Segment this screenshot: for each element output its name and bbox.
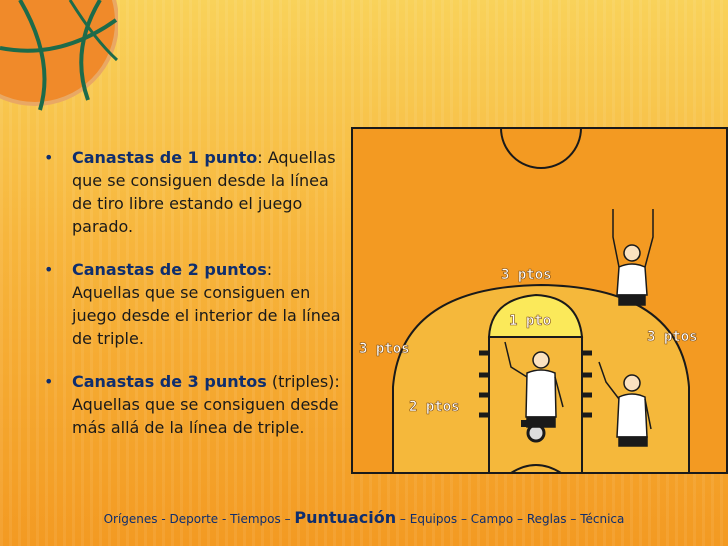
nav-separator: -	[221, 512, 227, 526]
label-3-ptos-left: 3 ptos	[359, 341, 410, 357]
nav-link-equipos[interactable]: Equipos	[409, 512, 458, 526]
item-body: Aquellas que se consiguen en juego desde…	[72, 283, 341, 348]
basketball-court-diagram: 3 ptos 3 ptos 3 ptos 1 pto 2 ptos	[351, 127, 728, 474]
nav-separator: –	[399, 512, 406, 526]
referee-figure-right	[598, 361, 652, 447]
scoring-list: • Canastas de 1 punto: Aquellas que se c…	[42, 146, 342, 459]
nav-link-deporte[interactable]: Deporte	[169, 512, 219, 526]
nav-separator: –	[516, 512, 523, 526]
baseline-arc	[510, 464, 562, 474]
bullet-glyph: •	[44, 372, 54, 391]
nav-link-tiempos[interactable]: Tiempos	[230, 512, 281, 526]
nav-link-campo[interactable]: Campo	[470, 512, 514, 526]
bullet-glyph: •	[44, 148, 54, 167]
free-throw-semicircle	[487, 293, 584, 338]
label-3-ptos-right: 3 ptos	[647, 329, 698, 345]
item-body: Aquellas que se consiguen desde la línea…	[72, 148, 336, 236]
nav-separator: -	[161, 512, 166, 526]
item-title: Canastas de 1 punto	[72, 148, 258, 167]
list-item: • Canastas de 2 puntos: Aquellas que se …	[42, 258, 342, 350]
referee-figure-top-right	[612, 209, 654, 306]
lane-hash-marks	[479, 350, 592, 418]
item-body: (triples): Aquellas que se consiguen des…	[72, 372, 340, 437]
nav-separator: –	[284, 512, 291, 526]
item-title: Canastas de 3 puntos	[72, 372, 267, 391]
referee-figure-center	[504, 341, 564, 428]
top-center-circle	[500, 127, 582, 169]
list-item: • Canastas de 1 punto: Aquellas que se c…	[42, 146, 342, 238]
nav-link-puntuacion[interactable]: Puntuación	[294, 508, 397, 527]
nav-separator: –	[570, 512, 577, 526]
nav-link-tecnica[interactable]: Técnica	[580, 512, 625, 526]
item-title-suffix: :	[266, 260, 273, 279]
footer-navigation: Orígenes - Deporte - Tiempos – Puntuació…	[0, 508, 728, 527]
nav-link-origenes[interactable]: Orígenes	[103, 512, 158, 526]
basketball-icon	[0, 0, 118, 111]
bullet-glyph: •	[44, 260, 54, 279]
nav-link-reglas[interactable]: Reglas	[526, 512, 567, 526]
label-2-ptos: 2 ptos	[409, 399, 460, 415]
label-1-pto: 1 pto	[509, 313, 551, 329]
nav-separator: –	[460, 512, 467, 526]
item-title: Canastas de 2 puntos	[72, 260, 267, 279]
item-title-suffix: :	[257, 148, 263, 167]
list-item: • Canastas de 3 puntos (triples): Aquell…	[42, 370, 342, 439]
label-3-ptos-top: 3 ptos	[501, 267, 552, 283]
